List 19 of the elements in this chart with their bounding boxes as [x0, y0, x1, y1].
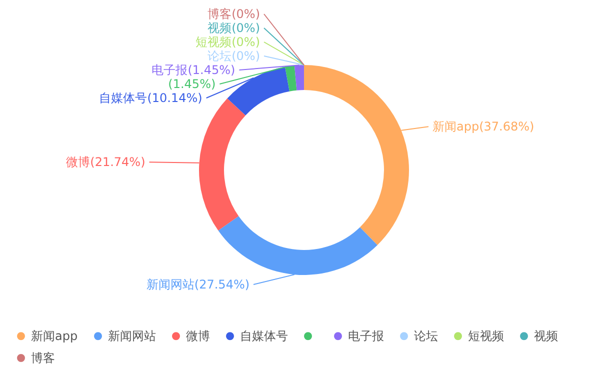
legend-label: 新闻app	[31, 329, 78, 344]
category-label: 视频(0%)	[208, 21, 260, 35]
legend-label: 新闻网站	[108, 329, 156, 344]
legend-label: 论坛	[414, 329, 438, 344]
legend-label: 微博	[186, 329, 210, 344]
legend-label: 电子报	[348, 329, 384, 344]
category-label: 微博(21.74%)	[66, 155, 146, 170]
legend-label: 视频	[534, 329, 558, 344]
legend-label: 短视频	[468, 329, 504, 344]
category-label: 自媒体号(10.14%)	[99, 91, 202, 105]
category-label: 博客(0%)	[208, 7, 260, 21]
category-label: 论坛(0%)	[208, 49, 260, 63]
legend-label: 自媒体号	[240, 329, 288, 344]
category-label: 电子报(1.45%)	[152, 63, 236, 77]
category-label: 新闻网站(27.54%)	[146, 278, 250, 292]
legend-label: 博客	[31, 351, 55, 365]
category-label: 短视频(0%)	[196, 35, 260, 49]
data-label: (1.45%)	[168, 77, 216, 91]
category-label: 新闻app(37.68%)	[432, 120, 534, 134]
